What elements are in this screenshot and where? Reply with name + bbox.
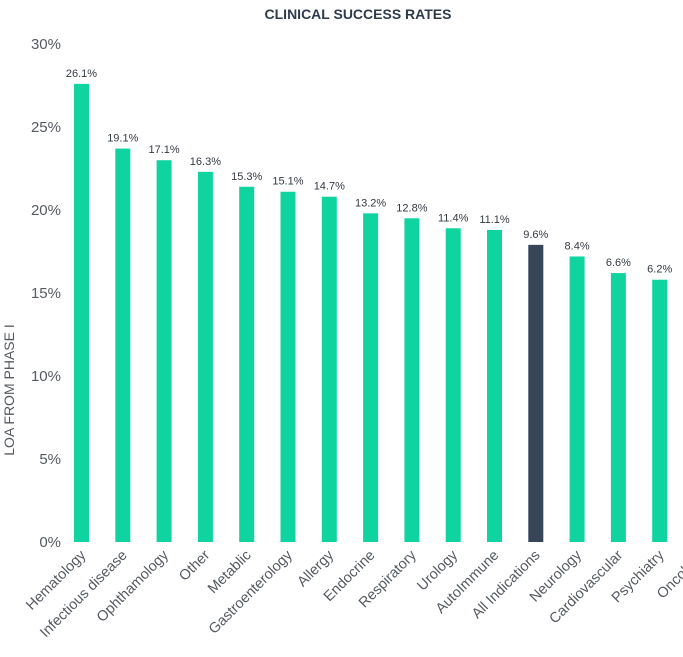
y-tick-label: 25% xyxy=(31,119,61,136)
bar-autoimmune xyxy=(487,229,502,543)
data-labels: 26.1% 19.1% 17.1% 16.3% 15.3% 15.1% 14.7% 13.2%… xyxy=(66,68,673,276)
data-label: 9.6% xyxy=(523,229,548,241)
bar-other xyxy=(197,171,213,542)
category-label: Ophthamology xyxy=(94,547,173,626)
bar-gastroenterology xyxy=(280,191,296,543)
bar-allergy xyxy=(321,196,337,542)
chart-title: CLINICAL SUCCESS RATES xyxy=(265,6,452,22)
bar-cardiovascular xyxy=(610,273,626,542)
data-label: 8.4% xyxy=(565,240,590,252)
y-axis-label: LOA FROM PHASE I xyxy=(1,324,17,455)
data-label: 19.1% xyxy=(107,133,138,145)
y-tick-label: 10% xyxy=(31,368,61,385)
data-label: 6.6% xyxy=(606,257,631,269)
bar-neurology xyxy=(569,256,585,542)
data-label: 6.2% xyxy=(647,264,672,276)
bar-respiratory xyxy=(404,218,420,543)
category-label: Cardiovascular xyxy=(547,547,627,627)
data-label: 12.8% xyxy=(396,202,427,214)
data-label: 13.2% xyxy=(355,197,386,209)
y-tick-label: 15% xyxy=(31,285,61,302)
bars xyxy=(74,83,668,543)
data-label: 16.3% xyxy=(190,156,221,168)
y-tick-label: 5% xyxy=(39,451,61,468)
bar-urology xyxy=(445,228,461,542)
bar-all-indications xyxy=(528,244,544,543)
data-label: 26.1% xyxy=(66,68,97,80)
data-label: 11.1% xyxy=(479,214,510,226)
bar-ophthamology xyxy=(156,160,172,542)
y-tick-label: 20% xyxy=(31,202,61,219)
data-label: 15.1% xyxy=(272,176,303,188)
data-label: 14.7% xyxy=(314,181,345,193)
bar-psychiatry xyxy=(652,279,668,542)
category-label: Other xyxy=(176,547,213,584)
y-tick-label: 0% xyxy=(39,534,61,551)
bar-hematology xyxy=(74,83,89,542)
y-tick-label: 30% xyxy=(31,36,61,53)
bar-endocrine xyxy=(363,213,379,542)
y-axis-ticks: 0% 5% 10% 15% 20% 25% 30% xyxy=(31,36,61,551)
bar-metablic xyxy=(239,186,255,542)
data-label: 17.1% xyxy=(148,144,179,156)
data-label: 15.3% xyxy=(231,171,262,183)
bar-infectious-disease xyxy=(115,148,131,542)
data-label: 11.4% xyxy=(438,212,469,224)
